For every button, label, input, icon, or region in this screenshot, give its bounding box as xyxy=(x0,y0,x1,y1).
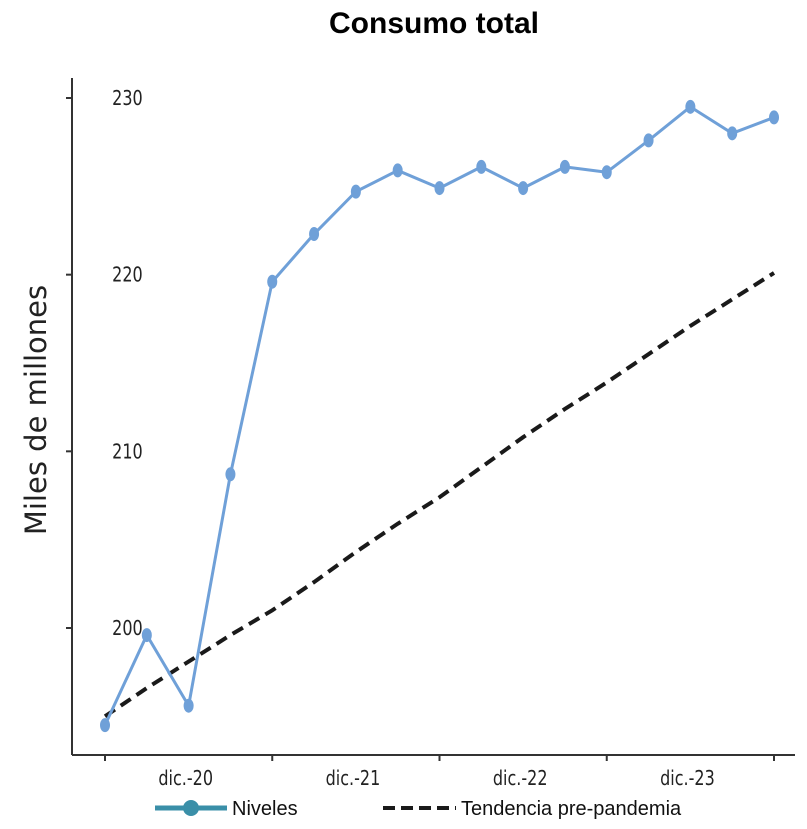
x-tick-label: dic.-22 xyxy=(493,767,548,790)
series-tendencia-line xyxy=(103,271,776,718)
y-tick-label: 230 xyxy=(112,87,143,110)
series-niveles-point xyxy=(434,181,445,196)
series-niveles-point xyxy=(727,126,738,141)
y-tick-label: 200 xyxy=(112,617,143,640)
series-niveles-point xyxy=(225,467,236,482)
series-niveles-point xyxy=(559,159,570,174)
series-layer xyxy=(100,99,779,733)
legend-niveles-marker xyxy=(183,800,199,816)
y-ticks: 200 210 220 230 xyxy=(66,87,143,641)
y-tick-label: 220 xyxy=(112,264,143,287)
y-tick-label: 210 xyxy=(112,441,143,464)
series-niveles-point xyxy=(476,159,487,174)
series-niveles-point xyxy=(643,133,654,148)
legend: Niveles Tendencia pre-pandemia xyxy=(155,798,682,820)
series-niveles-point xyxy=(309,227,320,242)
series-niveles-line xyxy=(103,105,775,726)
chart-title: Consumo total xyxy=(329,7,539,40)
series-niveles-point xyxy=(350,184,361,199)
series-niveles-point xyxy=(769,110,779,125)
series-niveles-point xyxy=(100,718,110,733)
series-niveles-point xyxy=(267,274,278,289)
y-axis-label-group: Miles de millones xyxy=(19,285,53,535)
series-niveles-point xyxy=(141,628,152,643)
x-tick-label: dic.-21 xyxy=(326,767,381,790)
legend-tendencia-label: Tendencia pre-pandemia xyxy=(461,798,682,820)
series-niveles-point xyxy=(601,165,612,180)
series-niveles-point xyxy=(392,163,403,178)
x-tick-label: dic.-20 xyxy=(158,767,213,790)
legend-niveles-label: Niveles xyxy=(232,798,298,820)
series-niveles-point xyxy=(518,181,529,196)
series-niveles-point xyxy=(183,698,194,713)
x-tick-label: dic.-23 xyxy=(660,767,715,790)
y-axis-label: Miles de millones xyxy=(19,285,53,535)
series-niveles-point xyxy=(685,99,696,114)
